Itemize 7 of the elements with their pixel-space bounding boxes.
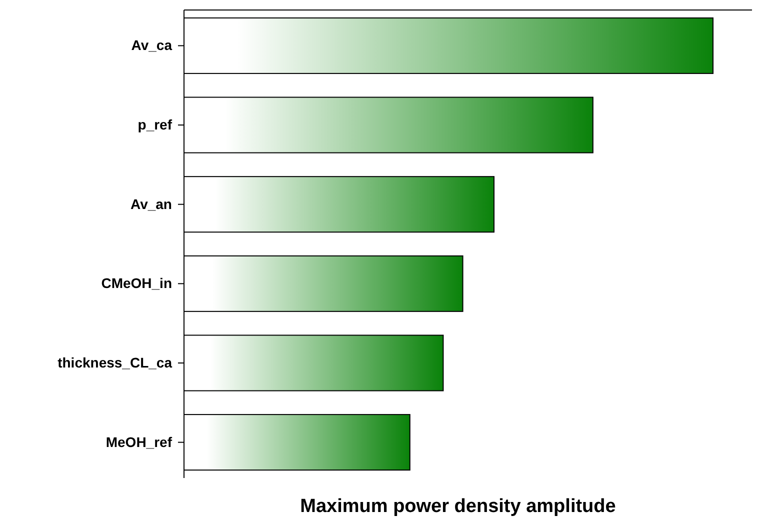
y-tick-label: Av_ca	[131, 37, 172, 54]
y-tick-label: MeOH_ref	[106, 434, 172, 450]
y-tick-label: p_ref	[138, 116, 172, 132]
x-axis-title: Maximum power density amplitude	[300, 496, 616, 517]
y-tick-label: Av_an	[130, 196, 172, 212]
y-tick-label: thickness_CL_ca	[58, 354, 172, 370]
y-tick-label: CMeOH_in	[101, 275, 172, 292]
